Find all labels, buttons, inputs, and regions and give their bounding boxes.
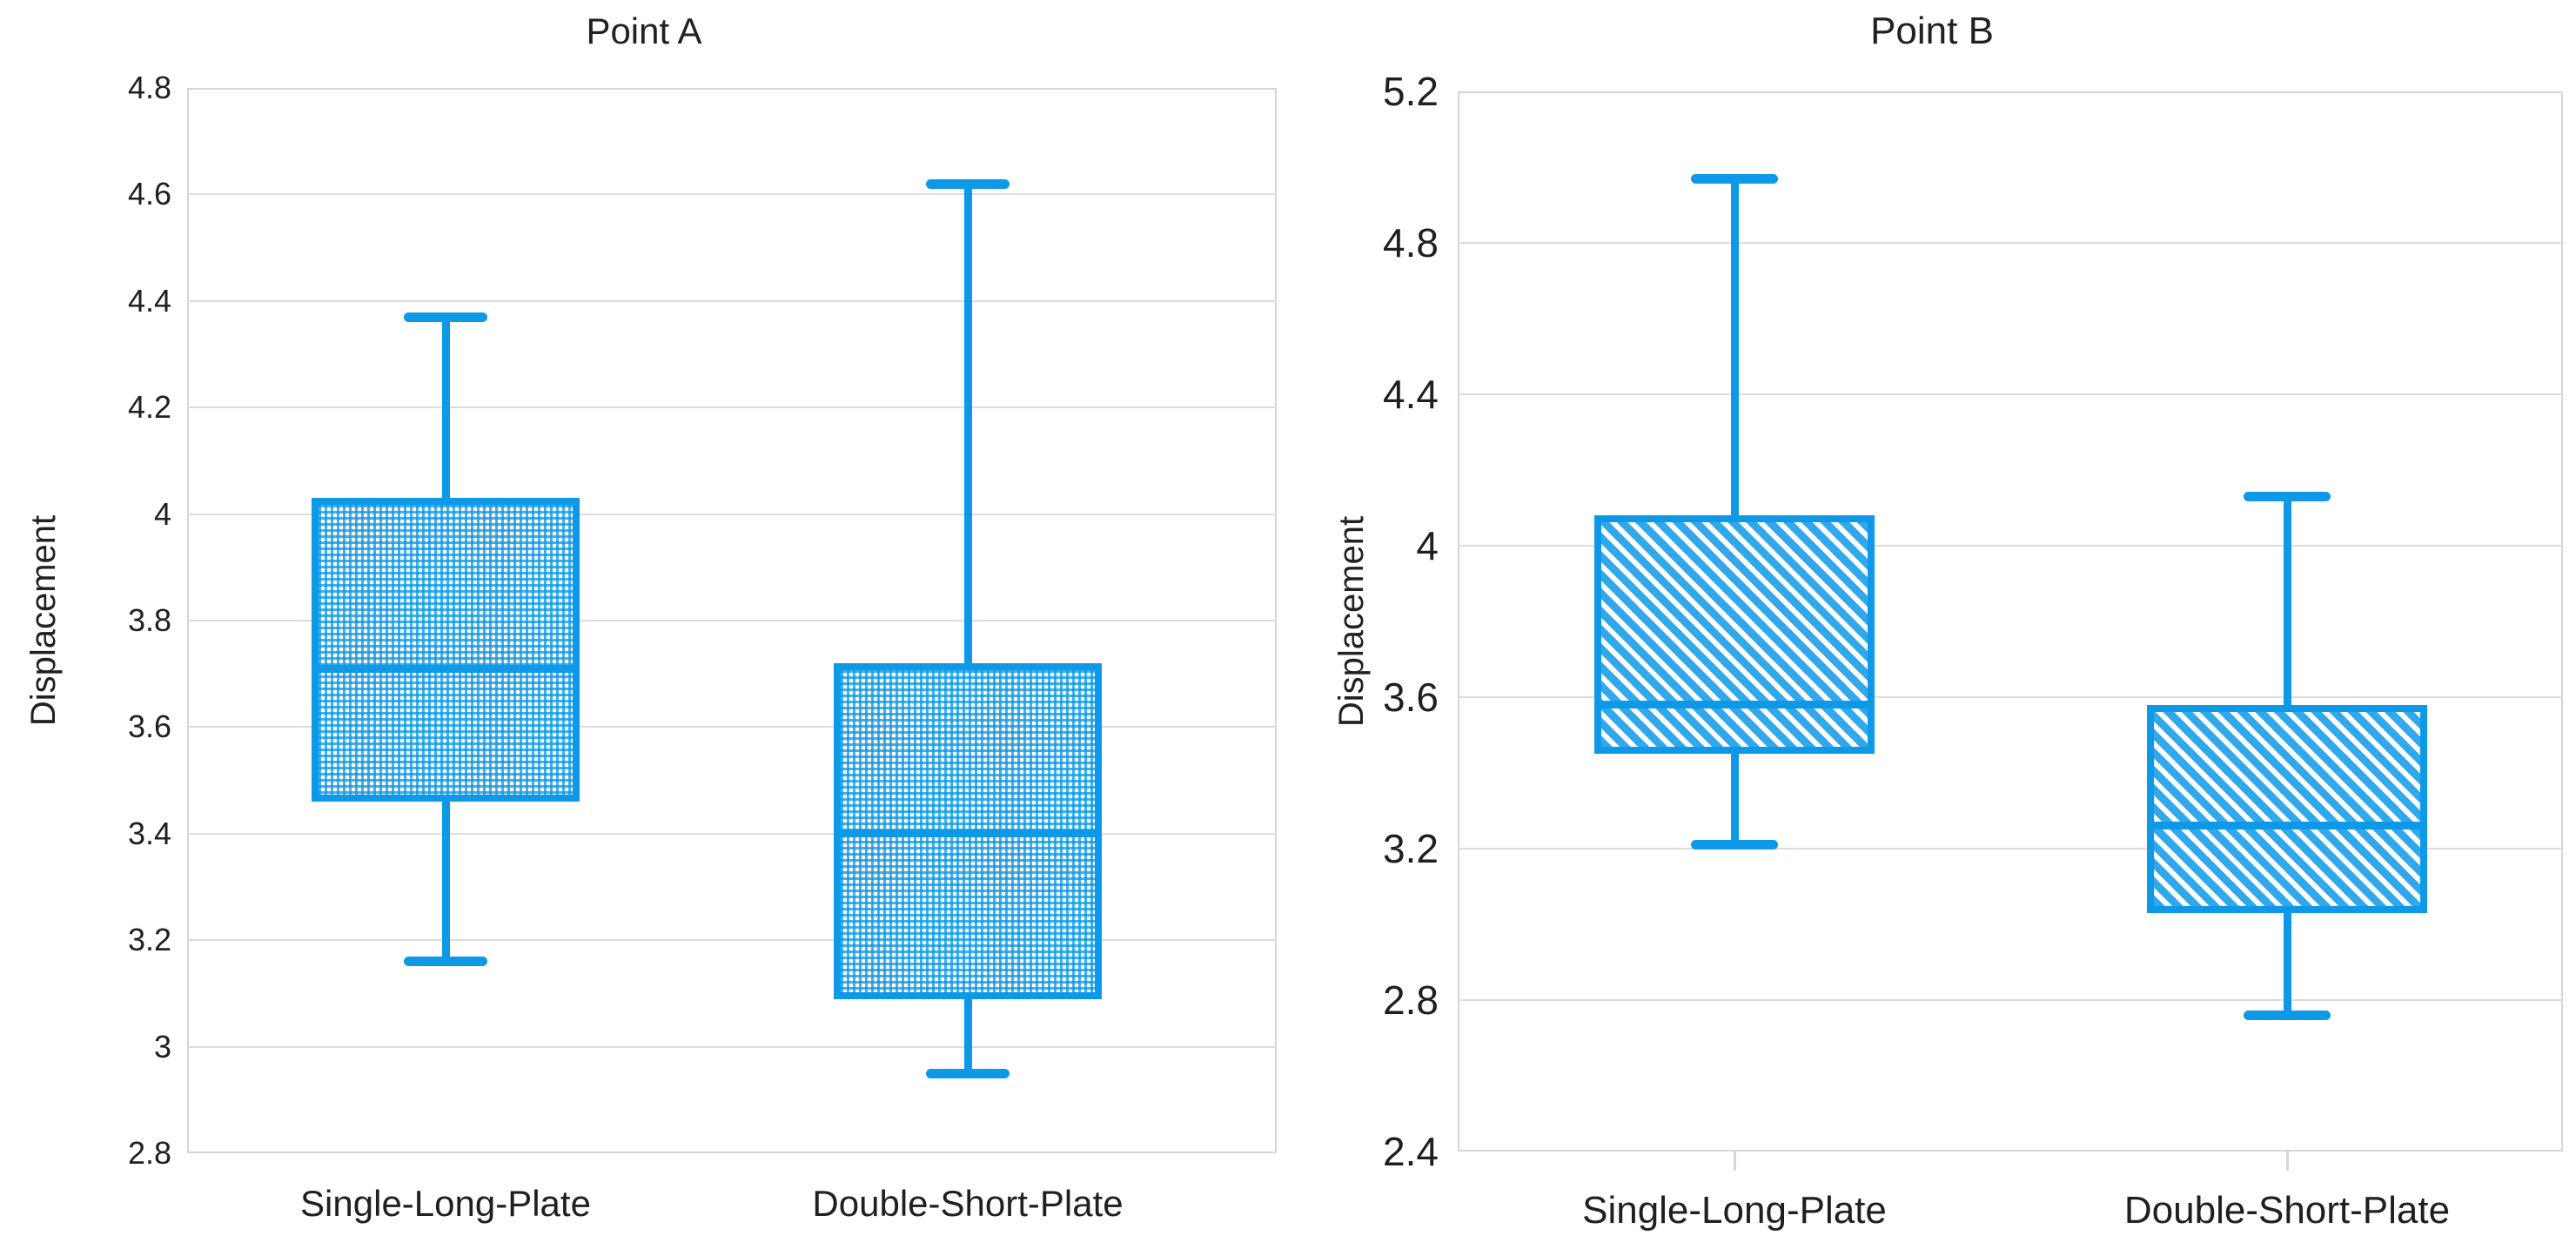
median-line (834, 829, 1102, 838)
y-tick-label: 3.8 (127, 602, 171, 638)
y-tick-label: 2.4 (1383, 1129, 1439, 1174)
upper-whisker-cap (2244, 491, 2331, 501)
lower-whisker-cap (1691, 840, 1778, 850)
gridline (1458, 848, 2563, 849)
gridline (187, 620, 1277, 621)
x-category-label: Double-Short-Plate (812, 1183, 1124, 1224)
chart-point-a: Point A Displacement 4.8 4.6 4.4 4.2 4 3.8 3.6… (24, 10, 1277, 1224)
gridline (187, 726, 1277, 729)
gridline (1458, 696, 2563, 698)
x-tick-mark (2285, 1152, 2289, 1171)
gridline (1458, 393, 2563, 395)
upper-whisker-cap (404, 312, 487, 322)
gridline (1458, 545, 2563, 547)
y-tick-label: 3.6 (127, 708, 171, 745)
box-double-short-plate (2147, 704, 2427, 913)
chart-point-b: Point B Displacement 5.2 4.8 4.4 4 3.6 3.2 2.8… (1288, 0, 2576, 1249)
gridline (187, 406, 1277, 409)
y-tick-label: 3.2 (127, 922, 171, 958)
gridline (187, 299, 1277, 302)
gridline (1458, 242, 2563, 244)
chart-title: Point A (586, 10, 702, 51)
lower-whisker (441, 802, 450, 962)
chart-title: Point B (1870, 10, 1994, 52)
y-tick-label: 3.6 (1383, 675, 1439, 720)
y-tick-label: 4.2 (127, 389, 171, 426)
y-tick-label: 2.8 (127, 1135, 171, 1171)
y-tick-label: 3 (153, 1028, 171, 1064)
lower-whisker-cap (926, 1068, 1010, 1078)
y-tick-label: 3.4 (127, 815, 171, 851)
x-category-label: Double-Short-Plate (2123, 1189, 2451, 1232)
y-tick-label: 4.8 (1383, 220, 1439, 265)
upper-whisker (1730, 178, 1739, 516)
gridline (1458, 999, 2563, 1001)
y-tick-label: 4.8 (127, 70, 171, 105)
y-tick-label: 3.2 (1383, 826, 1439, 871)
x-tick-mark (1733, 1152, 1736, 1171)
y-axis-title: Displacement (1332, 515, 1371, 728)
gridline (187, 939, 1277, 942)
gridline (187, 513, 1277, 515)
upper-whisker (2283, 496, 2291, 705)
x-category-label: Single-Long-Plate (1582, 1189, 1887, 1232)
gridline (187, 832, 1277, 835)
y-tick-label: 5.2 (1383, 69, 1439, 114)
gridline (187, 1045, 1277, 1048)
upper-whisker-cap (1691, 173, 1778, 184)
lower-whisker (963, 998, 972, 1074)
upper-whisker-cap (926, 178, 1010, 189)
median-line (1594, 701, 1875, 709)
lower-whisker (1730, 754, 1739, 845)
upper-whisker (441, 317, 450, 499)
y-tick-label: 4.4 (127, 282, 171, 319)
lower-whisker (2283, 912, 2291, 1016)
y-tick-label: 4.6 (127, 176, 171, 212)
median-line (312, 664, 580, 673)
upper-whisker (963, 184, 972, 663)
gridline (187, 193, 1277, 196)
x-category-label: Single-Long-Plate (300, 1183, 591, 1224)
y-tick-label: 4 (1416, 523, 1439, 568)
y-tick-label: 4 (153, 495, 171, 532)
box-single-long-plate (1594, 515, 1875, 755)
y-tick-label: 4.4 (1383, 372, 1439, 417)
median-line (2147, 822, 2427, 830)
lower-whisker-cap (404, 957, 487, 967)
y-tick-label: 2.8 (1383, 977, 1439, 1023)
lower-whisker-cap (2244, 1010, 2331, 1020)
box-single-long-plate (312, 498, 580, 802)
